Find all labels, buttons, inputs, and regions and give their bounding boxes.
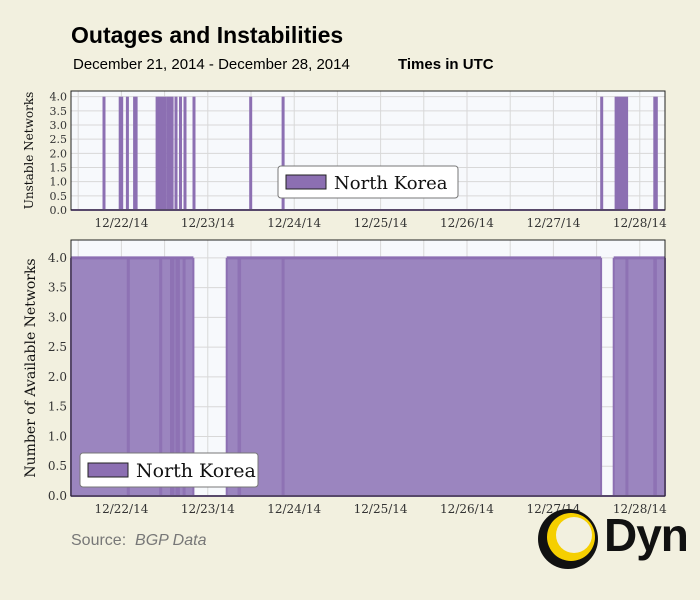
instability-spike [174, 96, 178, 210]
source-value: BGP Data [135, 532, 207, 549]
y-tick-label: 3.0 [48, 310, 67, 324]
y-tick-label: 1.0 [48, 429, 67, 443]
legend-box [79, 452, 259, 488]
x-tick-label: 12/27/14 [526, 216, 580, 230]
y-tick-label: 4.0 [50, 91, 68, 104]
y-tick-label: 1.5 [50, 162, 68, 175]
unstable-networks-chart: 0.00.51.01.5 2.02.53.03.54.0 12/22/14 12/23… [22, 90, 667, 230]
dip-band [175, 257, 180, 496]
instability-spike [125, 96, 129, 210]
instability-spike [614, 96, 618, 210]
x-tick-label: 12/24/14 [267, 502, 321, 516]
y-tick-label: 1.0 [50, 176, 68, 189]
source-label: Source: [71, 532, 127, 549]
y-tick-label: 0.5 [50, 190, 68, 203]
x-tick-label: 12/26/14 [440, 216, 494, 230]
dip-band [625, 257, 629, 496]
legend-swatch [285, 174, 327, 190]
plot-border [70, 90, 666, 211]
y-tick-label: 4.0 [48, 251, 67, 265]
dip-band [281, 257, 285, 496]
dip-band [126, 257, 130, 496]
legend-box [277, 165, 459, 199]
y-axis-label: Number of Available Networks [23, 258, 39, 477]
x-tick-label: 12/26/14 [440, 502, 494, 516]
instability-spike [249, 96, 253, 210]
x-tick-label: 12/28/14 [613, 216, 667, 230]
instability-spike [118, 96, 124, 210]
y-tick-label: 2.0 [48, 370, 67, 384]
x-tick-label: 12/22/14 [94, 502, 148, 516]
x-tick-label: 12/23/14 [181, 216, 235, 230]
y-axis-label: Unstable Networks [22, 92, 36, 210]
instability-spike [600, 96, 604, 210]
instability-spike [653, 96, 658, 210]
instability-spike [158, 96, 167, 210]
dip-band [170, 257, 175, 496]
instability-spike [617, 96, 629, 210]
instability-spike [166, 96, 174, 210]
y-tick-label: 0.0 [48, 489, 67, 503]
dyn-logo-icon [538, 509, 598, 569]
timezone-note: Times in UTC [398, 56, 494, 73]
available-area [226, 257, 602, 496]
available-area [613, 257, 665, 496]
x-tick-label: 12/25/14 [354, 216, 408, 230]
x-tick-label: 12/23/14 [181, 502, 235, 516]
plot-border [70, 239, 666, 497]
instability-spike [183, 96, 187, 210]
instability-spike [102, 96, 106, 210]
y-tick-label: 3.5 [50, 105, 68, 118]
instability-spike [155, 96, 159, 210]
y-tick-label: 1.5 [48, 400, 67, 414]
legend-label: North Korea [136, 460, 256, 482]
dip-band [237, 257, 242, 496]
legend: North Korea [79, 452, 259, 488]
x-tick-label: 12/25/14 [354, 502, 408, 516]
source-note: Source: BGP Data [71, 532, 206, 550]
y-tick-label: 3.0 [50, 119, 68, 132]
instability-spike [133, 96, 138, 210]
y-tick-label: 3.5 [48, 281, 67, 295]
y-tick-label: 2.5 [48, 340, 67, 354]
instability-spike [179, 96, 182, 210]
y-tick-label: 0.5 [48, 459, 67, 473]
y-tick-label: 2.5 [50, 133, 68, 146]
date-range: December 21, 2014 - December 28, 2014 [73, 56, 350, 73]
dip-band [159, 257, 163, 496]
legend-swatch [87, 462, 129, 478]
legend-label: North Korea [334, 173, 448, 194]
dip-band [182, 257, 186, 496]
y-tick-label: 2.0 [50, 147, 68, 160]
instability-spike [281, 96, 285, 210]
x-tick-label: 12/28/14 [613, 502, 667, 516]
available-networks-chart: 0.0 0.5 1.0 1.5 2.0 2.5 3.0 3.5 4.0 12/22/14 12/23… [23, 239, 667, 516]
chart-title: Outages and Instabilities [71, 22, 344, 48]
x-tick-label: 12/22/14 [94, 216, 148, 230]
legend: North Korea [277, 165, 459, 199]
dip-band [653, 257, 657, 496]
x-tick-label: 12/24/14 [267, 216, 321, 230]
instability-spike [192, 96, 196, 210]
dyn-logo-text: Dyn [604, 509, 689, 561]
y-tick-label: 0.0 [50, 204, 68, 217]
